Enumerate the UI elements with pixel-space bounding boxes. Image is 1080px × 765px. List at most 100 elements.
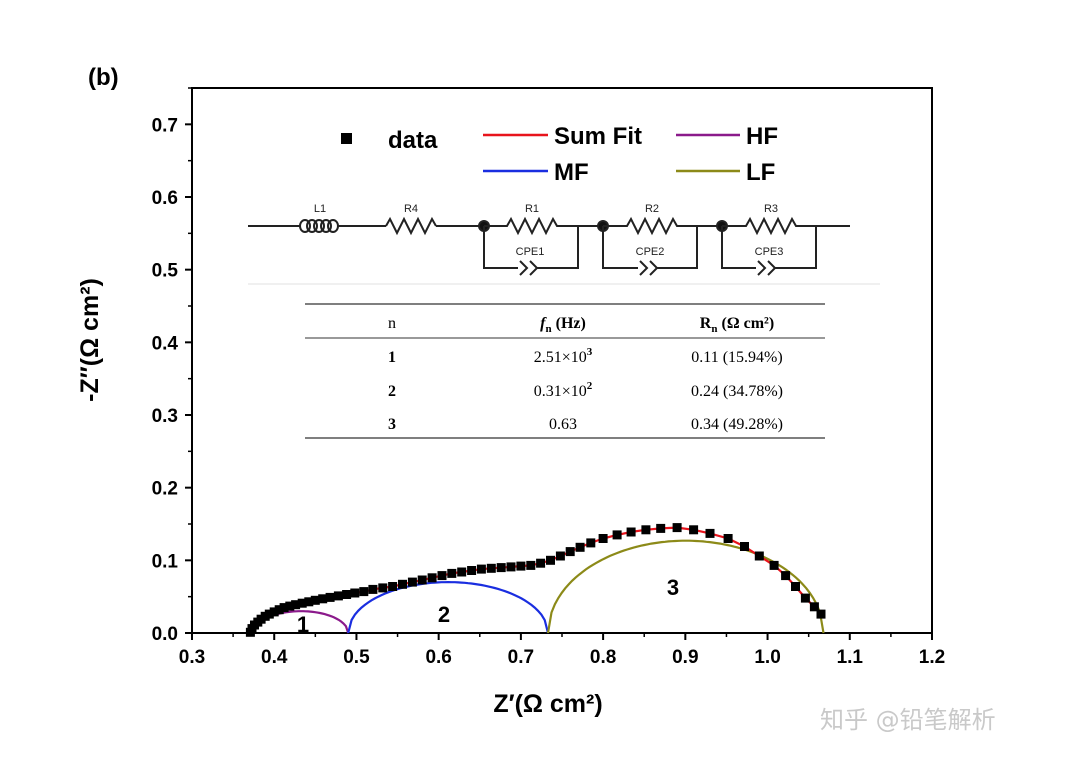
y-tick-label: 0.1 [152, 551, 179, 572]
y-tick-label: 0.4 [152, 333, 179, 354]
resistor-r3-symbol [722, 216, 816, 236]
data-point [342, 590, 352, 599]
data-point [285, 601, 295, 611]
resistor-r2-symbol [603, 216, 697, 236]
circuit-label-cpe2: CPE2 [636, 246, 665, 258]
data-point [506, 562, 516, 572]
data-point [791, 582, 800, 591]
arc-label-2: 2 [438, 602, 450, 627]
data-point [447, 568, 457, 578]
circuit-labels: L1 R4 R1 CPE1 R2 CPE2 R3 CPE3 [314, 203, 784, 258]
data-point [274, 605, 284, 615]
legend: data Sum Fit HF MF LF [341, 123, 778, 186]
lf-fit-curve [546, 539, 825, 634]
cpe3-symbol [767, 260, 777, 276]
data-point [457, 567, 467, 577]
data-point [800, 593, 810, 603]
cpe3-symbol [757, 260, 767, 276]
table-header-r: Rn (Ω cm²) [700, 315, 774, 335]
x-tick-label: 0.6 [425, 647, 451, 668]
table-row-1-r: 0.11 (15.94%) [691, 349, 782, 366]
cpe2-symbol [649, 260, 659, 276]
x-tick-label: 0.5 [343, 647, 370, 668]
x-tick-label: 0.3 [179, 647, 205, 668]
circuit-label-r4: R4 [404, 203, 418, 215]
data-point [310, 595, 320, 605]
data-point [359, 587, 369, 597]
table-header-r-main: R [700, 315, 712, 332]
table-row-2-f-exp: 2 [587, 380, 593, 392]
legend-hf-label: HF [746, 123, 778, 150]
table-row-1-f-base: 2.51×10 [534, 349, 587, 366]
data-point [417, 575, 427, 585]
data-point [626, 527, 636, 537]
x-tick-label: 0.9 [672, 647, 698, 668]
axis-ticks: 0.3 0.4 0.5 0.6 0.7 0.8 0.9 1.0 1.1 1.2 0.0 0.1 0.2 0… [152, 87, 945, 668]
x-axis-label: Z′(Ω cm²) [493, 690, 602, 718]
table-header-f-sub: n [546, 323, 552, 335]
data-point [809, 602, 819, 612]
circuit-wire [537, 226, 579, 269]
data-point [467, 566, 477, 575]
table-row-1-f-exp: 3 [587, 346, 593, 358]
data-point [672, 523, 682, 533]
data-point [641, 525, 651, 535]
circuit-label-r2: R2 [645, 203, 659, 215]
x-tick-label: 0.8 [590, 647, 616, 668]
y-tick-label: 0.6 [152, 188, 178, 209]
circuit-label-r3: R3 [764, 203, 778, 215]
data-point [816, 609, 826, 619]
table-header-f-main: f [540, 315, 547, 332]
cpe2-symbol [639, 260, 649, 276]
equivalent-circuit [248, 216, 850, 276]
data-point [333, 591, 343, 601]
data-point [516, 561, 526, 571]
arc-label-3: 3 [667, 575, 679, 600]
circuit-label-l1: L1 [314, 203, 326, 215]
resistor-r1-symbol [484, 216, 578, 236]
circuit-wire [483, 226, 518, 269]
legend-data-label: data [388, 127, 438, 154]
data-point [427, 573, 437, 583]
sum-fit-curve [249, 526, 822, 633]
cpe1-symbol [529, 260, 539, 276]
data-point [723, 534, 733, 543]
legend-data-marker [341, 133, 352, 144]
table-header-r-sub: n [711, 323, 717, 335]
arc-label-1: 1 [297, 612, 309, 637]
y-tick-label: 0.2 [152, 479, 178, 500]
data-point [781, 571, 791, 581]
circuit-label-cpe1: CPE1 [516, 246, 545, 258]
data-point [526, 560, 536, 570]
table-row-1-n: 1 [388, 349, 396, 366]
fit-curves [249, 526, 825, 634]
table-header-f: fn (Hz) [540, 315, 586, 335]
data-point [705, 528, 715, 538]
data-point [754, 551, 764, 561]
data-point [368, 584, 378, 594]
data-point [536, 558, 546, 568]
x-tick-label: 1.2 [919, 647, 945, 668]
x-tick-label: 1.0 [754, 647, 780, 668]
resistor-r4-symbol [385, 216, 437, 236]
table-row-2-f: 0.31×102 [534, 380, 593, 400]
data-point [264, 609, 274, 619]
table-row-3-n: 3 [388, 416, 396, 433]
y-tick-label: 0.3 [152, 406, 178, 427]
data-point [740, 542, 749, 551]
watermark: 知乎 @铅笔解析 [820, 706, 996, 734]
table-row-3-r: 0.34 (49.28%) [691, 416, 783, 433]
data-point [279, 603, 289, 613]
table-row-3-f: 0.63 [549, 416, 577, 433]
panel-label: (b) [88, 64, 119, 91]
data-point [269, 607, 279, 617]
data-points [245, 523, 826, 637]
data-point [388, 582, 398, 591]
data-point [291, 600, 301, 610]
cpe1-symbol [519, 260, 529, 276]
circuit-wire [602, 226, 638, 269]
data-point [297, 598, 307, 608]
data-point [378, 583, 388, 593]
